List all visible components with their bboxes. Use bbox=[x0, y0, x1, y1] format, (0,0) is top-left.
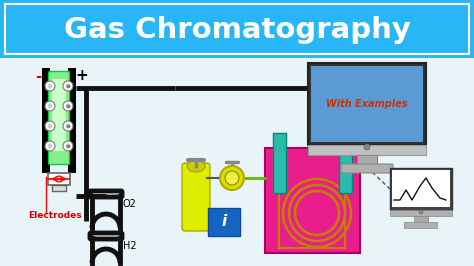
Circle shape bbox=[65, 103, 71, 109]
Circle shape bbox=[45, 141, 55, 151]
Circle shape bbox=[220, 166, 244, 190]
Bar bbox=[308, 145, 426, 155]
Bar bbox=[390, 168, 452, 210]
Bar bbox=[311, 66, 423, 142]
Text: i: i bbox=[221, 214, 227, 230]
Circle shape bbox=[63, 121, 73, 131]
Circle shape bbox=[47, 143, 53, 148]
Bar bbox=[308, 63, 426, 145]
Circle shape bbox=[45, 101, 55, 111]
Circle shape bbox=[63, 81, 73, 91]
Bar bbox=[265, 148, 360, 253]
FancyBboxPatch shape bbox=[90, 233, 122, 239]
Bar bbox=[392, 170, 450, 207]
Circle shape bbox=[47, 103, 53, 109]
Bar bbox=[0, 0, 474, 58]
Bar bbox=[208, 208, 240, 236]
Bar bbox=[339, 133, 352, 193]
Bar bbox=[414, 216, 428, 223]
FancyBboxPatch shape bbox=[90, 191, 122, 197]
Circle shape bbox=[65, 84, 71, 89]
Circle shape bbox=[419, 210, 423, 214]
Text: +: + bbox=[76, 69, 88, 84]
Circle shape bbox=[63, 141, 73, 151]
Text: Gas Chromatography: Gas Chromatography bbox=[64, 16, 410, 44]
Bar bbox=[5, 4, 469, 54]
Bar bbox=[273, 133, 286, 193]
Bar bbox=[390, 210, 452, 216]
Circle shape bbox=[63, 101, 73, 111]
Text: e: e bbox=[66, 143, 70, 148]
Text: Electrodes: Electrodes bbox=[28, 210, 82, 219]
Text: H2: H2 bbox=[123, 241, 137, 251]
Bar bbox=[357, 155, 377, 165]
Circle shape bbox=[65, 143, 71, 148]
Bar bbox=[68, 68, 76, 173]
Text: e: e bbox=[66, 84, 70, 89]
Text: e: e bbox=[66, 123, 70, 128]
Ellipse shape bbox=[187, 160, 205, 172]
Text: -: - bbox=[35, 69, 41, 84]
Bar bbox=[52, 185, 66, 191]
FancyBboxPatch shape bbox=[404, 222, 438, 228]
FancyBboxPatch shape bbox=[182, 163, 210, 231]
Text: With Examples: With Examples bbox=[326, 99, 408, 109]
FancyBboxPatch shape bbox=[48, 72, 70, 164]
Bar bbox=[48, 173, 70, 185]
FancyBboxPatch shape bbox=[52, 79, 66, 151]
Circle shape bbox=[65, 123, 71, 128]
Circle shape bbox=[225, 171, 239, 185]
Bar bbox=[0, 58, 474, 266]
Bar bbox=[42, 68, 50, 173]
Text: e: e bbox=[66, 103, 70, 109]
Circle shape bbox=[47, 123, 53, 128]
Circle shape bbox=[45, 121, 55, 131]
Circle shape bbox=[364, 144, 370, 150]
FancyBboxPatch shape bbox=[341, 164, 393, 173]
Text: O2: O2 bbox=[123, 199, 137, 209]
Circle shape bbox=[45, 81, 55, 91]
Circle shape bbox=[47, 84, 53, 89]
